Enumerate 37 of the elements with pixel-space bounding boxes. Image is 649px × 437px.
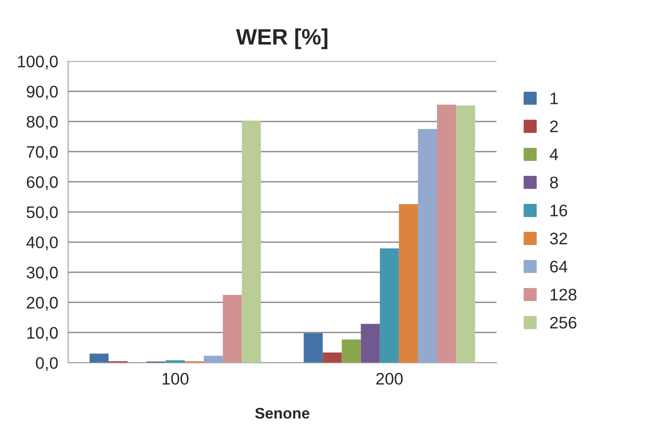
- bar: [398, 204, 418, 363]
- legend-label: 16: [550, 204, 568, 216]
- y-tick-label: 90,0: [26, 86, 58, 100]
- y-tick-label: 40,0: [26, 236, 58, 250]
- y-tick-label: 20,0: [26, 296, 58, 311]
- y-tick-label: 0,0: [36, 357, 58, 371]
- legend-label: 128: [550, 288, 576, 301]
- bar: [418, 129, 437, 363]
- x-axis-title: Senone: [255, 408, 310, 419]
- bar: [322, 352, 342, 363]
- legend-label: 1: [550, 92, 558, 104]
- legend-label: 4: [550, 148, 558, 160]
- y-tick-label: 100,0: [18, 56, 58, 70]
- bar: [456, 106, 476, 363]
- y-tick-label: 60,0: [26, 176, 58, 190]
- legend-label: 64: [550, 260, 568, 272]
- bar: [380, 248, 399, 363]
- y-tick-label: 10,0: [27, 326, 58, 341]
- bar: [204, 356, 223, 363]
- y-tick-label: 30,0: [26, 266, 58, 280]
- legend-label: 256: [550, 316, 576, 329]
- bar: [436, 104, 456, 363]
- bar: [242, 120, 261, 363]
- bar: [304, 333, 323, 363]
- legend-label: 2: [550, 120, 558, 132]
- y-tick-label: 70,0: [26, 146, 58, 160]
- legend-label: 32: [550, 232, 568, 244]
- x-tick-label: 200: [376, 372, 403, 385]
- y-tick-label: 80,0: [26, 116, 58, 130]
- bar: [342, 339, 361, 363]
- bar: [222, 294, 242, 363]
- bar: [360, 324, 380, 363]
- y-tick-label: 50,0: [26, 206, 58, 220]
- chart-title: WER [%]: [236, 28, 328, 50]
- legend-label: 8: [550, 176, 558, 188]
- bar: [90, 354, 109, 363]
- x-tick-label: 100: [162, 372, 188, 385]
